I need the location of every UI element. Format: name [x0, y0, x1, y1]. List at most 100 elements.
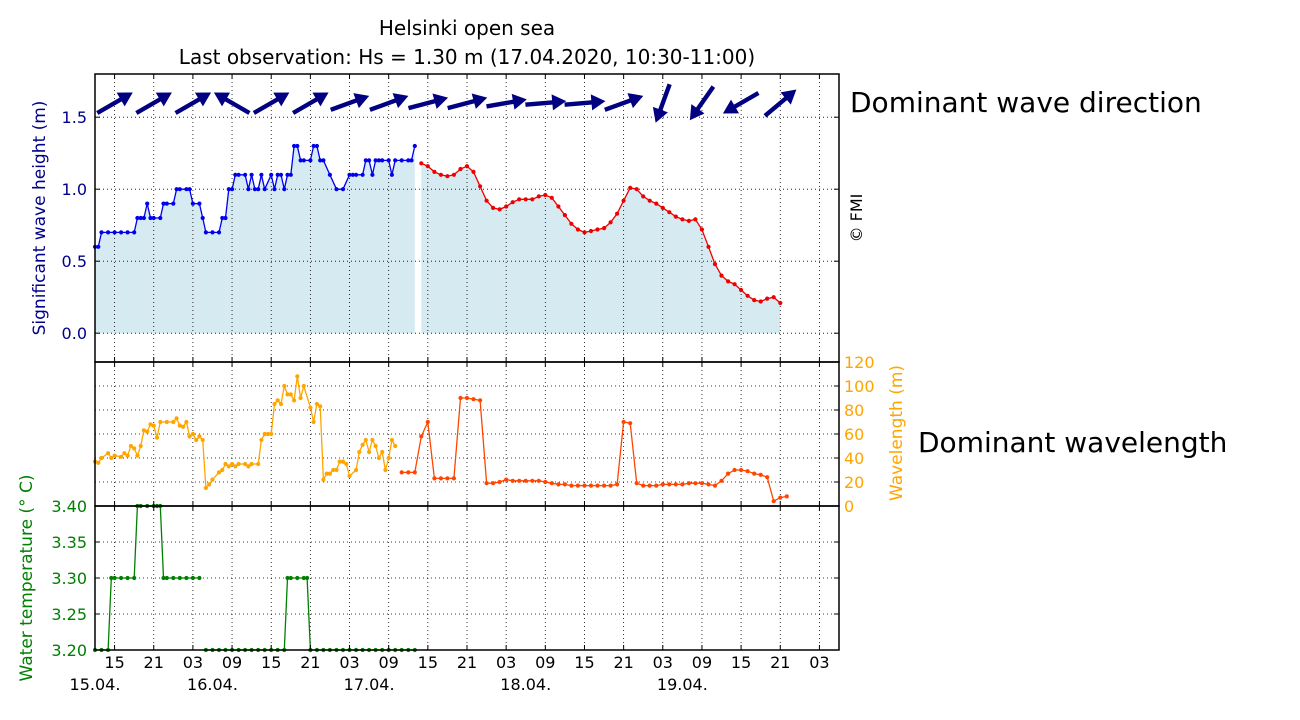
chart-subtitle: Last observation: Hs = 1.30 m (17.04.202…	[179, 45, 755, 69]
axis-ticks: 15 21 03 09 15 21 03 09 15 21 03 09 15 21 03 09 15 21 03 15…	[51, 74, 875, 694]
wave-height-point-0-2	[99, 230, 104, 235]
temperature-point-0-16	[171, 575, 176, 581]
wavelength-point-0-31	[207, 482, 212, 487]
wavelength-point-1-53	[745, 469, 750, 474]
wave-height-point-0-36	[249, 172, 254, 177]
wavelength-point-0-13	[141, 428, 146, 433]
wavelength-point-1-52	[739, 467, 744, 473]
direction-arrow-shape-9	[447, 93, 488, 111]
wave-height-point-1-26	[588, 228, 594, 234]
wavelength-point-1-6	[438, 476, 443, 481]
wavelength-point-0-23	[181, 424, 186, 429]
wavelength-point-0-69	[344, 461, 349, 467]
wave-height-point-0-62	[354, 172, 359, 177]
wave-height-point-1-24	[575, 227, 581, 232]
wave-height-point-0-42	[272, 187, 277, 192]
direction-arrow-0	[96, 92, 133, 115]
wave-height-point-1-22	[562, 213, 568, 218]
chart-title: Helsinki open sea	[379, 16, 555, 40]
wavelength-point-0-32	[210, 477, 215, 482]
wave-height-point-0-1	[96, 244, 101, 249]
wave-height-point-0-14	[158, 215, 163, 221]
wave-height-point-0-69	[380, 158, 385, 163]
wavelength-point-0-51	[282, 383, 287, 389]
wave-height-point-1-0	[419, 161, 424, 166]
direction-arrow-shape-1	[135, 92, 172, 115]
direction-arrow-shape-3	[213, 92, 251, 115]
wavelength-point-0-61	[318, 404, 323, 409]
wavelength-point-1-50	[726, 471, 731, 476]
direction-arrow-shape-0	[96, 92, 133, 115]
wave-height-point-1-30	[615, 211, 620, 216]
wave-height-point-0-59	[340, 187, 346, 192]
wavelength-point-1-23	[549, 481, 554, 486]
wavelength-point-1-11	[471, 397, 476, 402]
x-tick-label-5: 21	[300, 653, 320, 672]
wave-height-point-0-20	[184, 187, 189, 192]
wave-height-point-1-51	[752, 298, 757, 303]
wavelength-point-0-47	[269, 431, 274, 437]
wave-height-point-1-14	[510, 200, 515, 205]
wavelength-point-1-20	[530, 478, 535, 483]
wavelength-point-0-82	[389, 437, 394, 443]
wavelength-point-1-41	[667, 482, 672, 487]
wavelength-point-0-11	[135, 453, 140, 458]
wave-height-point-1-5	[451, 172, 456, 177]
x-tick-label-7: 09	[379, 653, 399, 672]
direction-arrow-shape-17	[763, 89, 797, 118]
wave-height-point-1-35	[647, 198, 652, 203]
wavelength-point-0-25	[187, 434, 192, 439]
wave-height-point-1-19	[543, 192, 548, 198]
wave-height-point-1-41	[686, 218, 692, 223]
direction-arrow-4	[252, 92, 290, 115]
wave-height-fill-area	[95, 146, 781, 334]
y-tick-label-1-3: 60	[844, 425, 864, 444]
wavelength-point-1-17	[510, 478, 515, 483]
y-tick-label-2-0: 3.20	[51, 641, 87, 660]
temperature-point-1-13	[285, 575, 290, 581]
temperature-point-0-3	[109, 575, 114, 581]
wave-height-point-0-26	[210, 230, 215, 235]
temperature-point-1-17	[305, 575, 310, 581]
temperature-point-0-19	[190, 575, 195, 581]
date-label-4: 19.04.	[657, 675, 708, 694]
direction-arrow-shape-13	[604, 93, 644, 112]
wavelength-point-0-77	[373, 443, 378, 449]
date-label-2: 17.04.	[344, 675, 395, 694]
copyright-label: © FMI	[847, 194, 866, 243]
wavelength-point-1-40	[660, 482, 665, 487]
x-tick-label-8: 15	[418, 653, 438, 672]
wavelength-point-0-49	[275, 398, 280, 403]
wave-height-point-1-8	[471, 169, 476, 174]
wavelength-point-1-30	[595, 483, 600, 488]
wavelength-point-0-53	[288, 392, 293, 397]
wavelength-point-1-38	[647, 483, 652, 488]
wavelength-point-0-57	[301, 383, 306, 389]
wave-height-point-1-20	[549, 195, 554, 200]
wavelength-point-1-22	[543, 479, 548, 485]
wavelength-point-1-49	[719, 478, 724, 483]
wave-height-point-0-66	[370, 172, 375, 177]
wave-height-point-1-48	[732, 282, 737, 287]
y-tick-label-2-1: 3.25	[51, 605, 87, 624]
wave-height-point-0-43	[275, 172, 280, 177]
wave-height-point-1-15	[517, 197, 522, 202]
wavelength-point-1-56	[765, 475, 770, 480]
temperature-point-0-6	[125, 575, 130, 581]
temperature-point-0-14	[161, 575, 166, 581]
wave-height-point-0-74	[406, 158, 411, 163]
wavelength-point-0-70	[347, 473, 352, 479]
x-tick-label-11: 09	[535, 653, 555, 672]
wave-height-point-0-35	[246, 187, 251, 192]
wavelength-point-0-66	[334, 467, 339, 473]
y-tick-label-2-2: 3.30	[51, 569, 87, 588]
wavelength-point-0-26	[190, 431, 195, 437]
wave-height-axis-label: Significant wave height (m)	[30, 101, 50, 336]
wave-height-point-0-56	[321, 158, 326, 163]
direction-arrow-7	[369, 93, 409, 112]
direction-arrow-shape-2	[174, 92, 212, 115]
wavelength-point-0-58	[308, 405, 313, 410]
wave-height-point-1-49	[739, 287, 744, 293]
wavelength-point-0-71	[354, 467, 359, 473]
wavelength-point-0-12	[138, 443, 143, 449]
